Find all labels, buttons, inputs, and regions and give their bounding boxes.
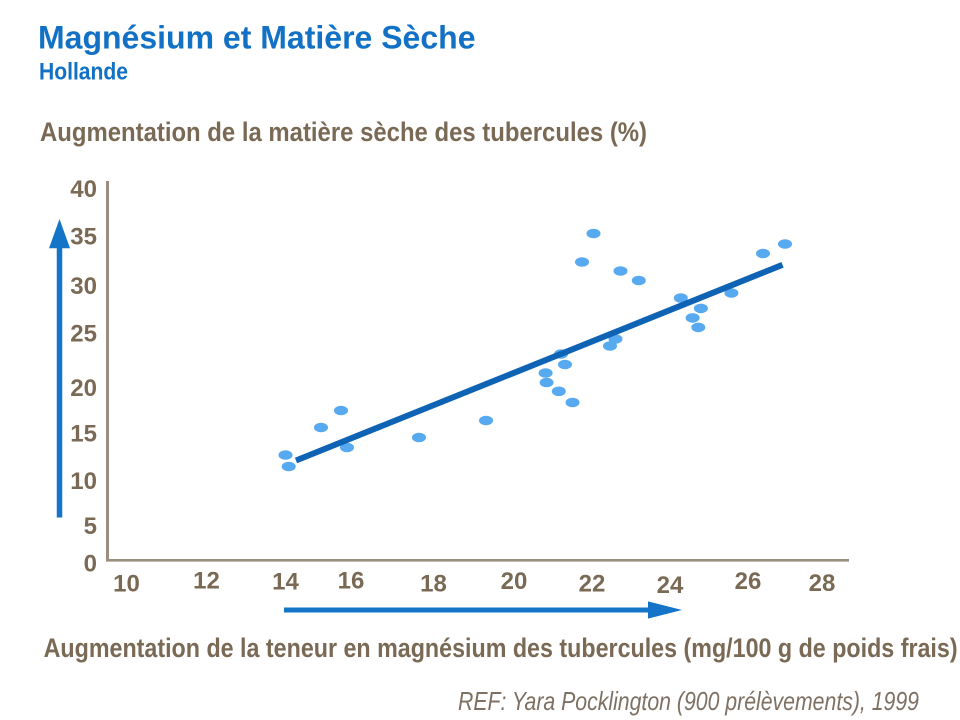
svg-text:Augmentation de la matière sèc: Augmentation de la matière sèche des tub… xyxy=(40,117,647,147)
svg-text:0: 0 xyxy=(84,550,97,577)
svg-text:REF: Yara Pocklington (900 pré: REF: Yara Pocklington (900 prélèvements)… xyxy=(458,686,919,716)
svg-text:Augmentation de la teneur en m: Augmentation de la teneur en magnésium d… xyxy=(44,633,958,663)
svg-text:20: 20 xyxy=(501,568,528,595)
svg-text:28: 28 xyxy=(809,570,836,597)
svg-text:12: 12 xyxy=(193,567,220,594)
svg-text:35: 35 xyxy=(70,223,97,250)
svg-text:40: 40 xyxy=(70,176,97,203)
svg-text:10: 10 xyxy=(113,570,140,597)
svg-text:10: 10 xyxy=(70,468,97,495)
svg-text:26: 26 xyxy=(735,568,762,595)
svg-text:20: 20 xyxy=(70,375,97,402)
svg-text:16: 16 xyxy=(338,567,365,594)
svg-text:Magnésium et Matière Sèche: Magnésium et Matière Sèche xyxy=(38,20,475,56)
svg-text:5: 5 xyxy=(84,513,97,540)
svg-text:25: 25 xyxy=(70,320,97,347)
svg-text:22: 22 xyxy=(579,570,606,597)
svg-text:24: 24 xyxy=(657,572,684,599)
svg-text:14: 14 xyxy=(272,568,299,595)
svg-text:18: 18 xyxy=(420,570,447,597)
svg-text:30: 30 xyxy=(70,273,97,300)
svg-text:15: 15 xyxy=(70,420,97,447)
svg-text:Hollande: Hollande xyxy=(39,59,128,86)
